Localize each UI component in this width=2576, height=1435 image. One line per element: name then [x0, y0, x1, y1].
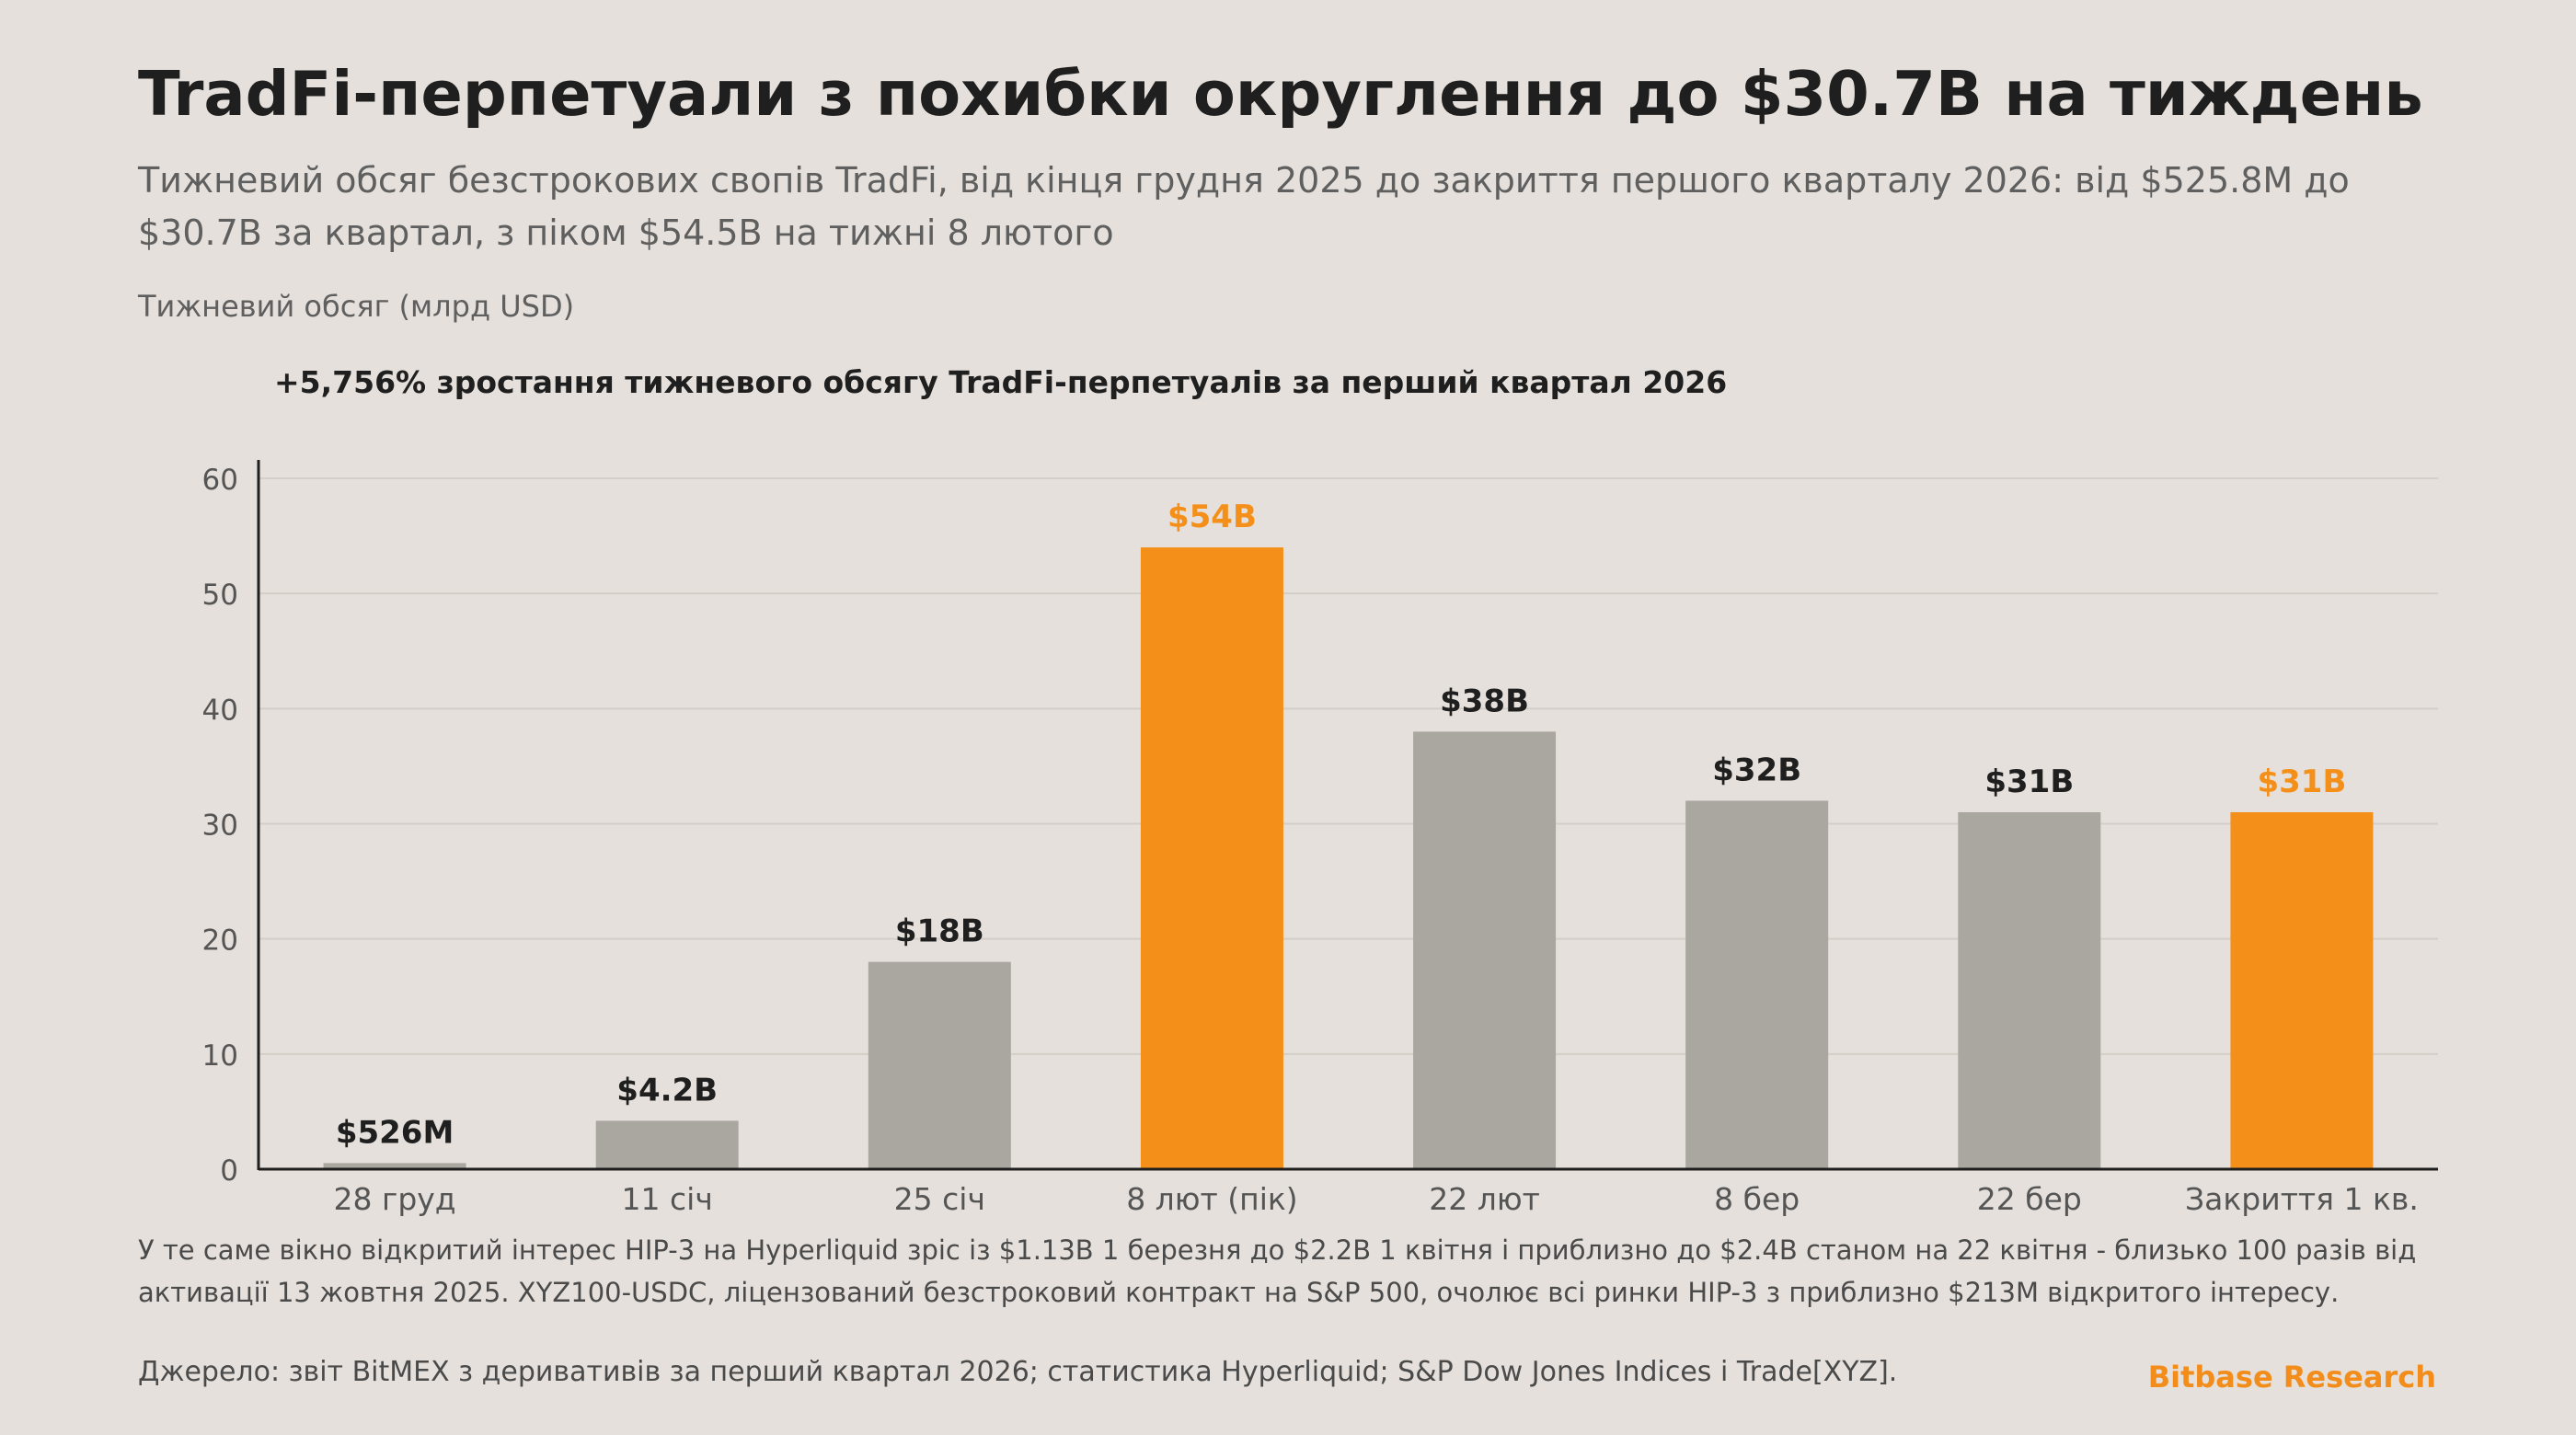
x-tick-label-3: 8 лют (пік): [1126, 1181, 1298, 1217]
chart-subtitle: Тижневий обсяг безстрокових свопів TradF…: [138, 160, 2350, 253]
bar-0: [323, 1163, 466, 1169]
data-label-5: $32B: [1712, 752, 1801, 788]
x-tick-label-5: 8 бер: [1714, 1181, 1800, 1217]
y-tick-label-0: 0: [220, 1154, 238, 1188]
y-tick-label-30: 30: [202, 809, 238, 843]
x-tick-label-0: 28 груд: [334, 1181, 456, 1217]
bar-3: [1140, 547, 1283, 1169]
x-tick-label-1: 11 січ: [622, 1181, 713, 1217]
data-label-2: $18B: [895, 913, 984, 950]
bar-5: [1685, 800, 1829, 1169]
footnote: У те саме вікно відкритий інтерес HIP-3 …: [138, 1234, 2417, 1309]
bar-6: [1958, 811, 2101, 1169]
data-label-6: $31B: [1984, 763, 2074, 800]
source-note: Джерело: звіт BitMEX з деривативів за пе…: [138, 1356, 1898, 1388]
brand-label: Bitbase Research: [2147, 1360, 2436, 1395]
y-tick-label-40: 40: [202, 694, 238, 727]
y-tick-label-20: 20: [202, 924, 238, 958]
chart-title: TradFi-перпетуали з похибки округлення д…: [138, 58, 2423, 130]
y-tick-label-50: 50: [202, 579, 238, 612]
x-tick-label-6: 22 бер: [1977, 1181, 2082, 1217]
growth-annotation: +5,756% зростання тижневого обсягу TradF…: [274, 364, 1728, 400]
data-label-0: $526M: [336, 1114, 454, 1151]
x-tick-label-7: Закриття 1 кв.: [2185, 1181, 2419, 1217]
data-label-1: $4.2B: [616, 1072, 718, 1108]
bar-1: [595, 1120, 739, 1169]
x-tick-label-4: 22 лют: [1429, 1181, 1540, 1217]
data-label-4: $38B: [1440, 683, 1529, 719]
bar-2: [868, 961, 1011, 1169]
data-label-7: $31B: [2257, 763, 2346, 800]
bar-4: [1413, 731, 1557, 1169]
y-tick-label-60: 60: [202, 464, 238, 497]
bar-7: [2230, 811, 2374, 1169]
data-label-3: $54B: [1167, 499, 1257, 535]
x-tick-label-2: 25 січ: [894, 1181, 985, 1217]
y-axis-label: Тижневий обсяг (млрд USD): [138, 289, 575, 324]
y-tick-label-10: 10: [202, 1039, 238, 1073]
